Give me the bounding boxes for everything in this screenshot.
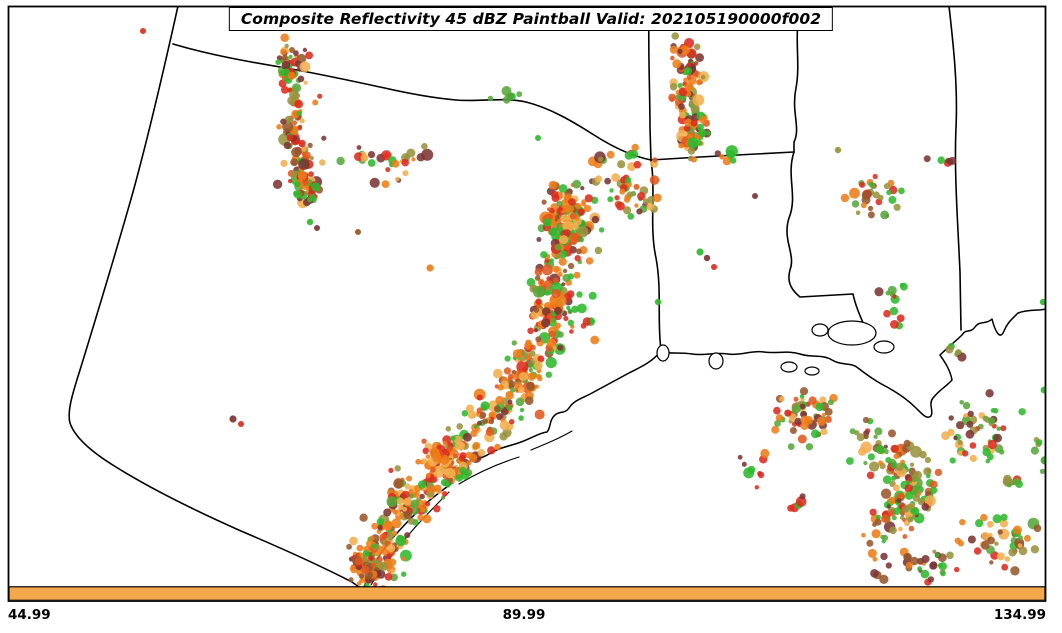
map-title: Composite Reflectivity 45 dBZ Paintball … — [240, 10, 822, 28]
lakes — [656, 320, 895, 376]
border-la-ms — [786, 151, 868, 333]
border-tx-la — [650, 159, 662, 351]
lake-borgne — [873, 340, 895, 354]
map-title-box: Composite Reflectivity 45 dBZ Paintball … — [228, 7, 834, 31]
lake-maurepas — [811, 323, 829, 337]
grand-lake — [780, 361, 798, 373]
paintball-dots — [140, 28, 1045, 600]
colorbar-tick-mid: 89.99 — [502, 607, 546, 623]
state-borders — [68, 7, 962, 591]
galveston-peninsula — [530, 430, 573, 451]
map-frame — [7, 5, 1047, 602]
lake-pontchartrain — [827, 320, 877, 346]
border-red-river — [172, 43, 652, 161]
colorbar-tick-max: 134.99 — [993, 607, 1046, 623]
border-ms-al — [948, 7, 962, 331]
colorbar-tick-min: 44.99 — [8, 607, 51, 623]
border-rio-grande — [68, 7, 364, 591]
colorbar — [9, 586, 1045, 600]
lake-sabine — [656, 344, 670, 362]
white-lake — [804, 366, 820, 376]
matagorda-island — [458, 456, 520, 485]
lake-calcasieu — [708, 352, 724, 370]
coastline — [362, 308, 1045, 591]
